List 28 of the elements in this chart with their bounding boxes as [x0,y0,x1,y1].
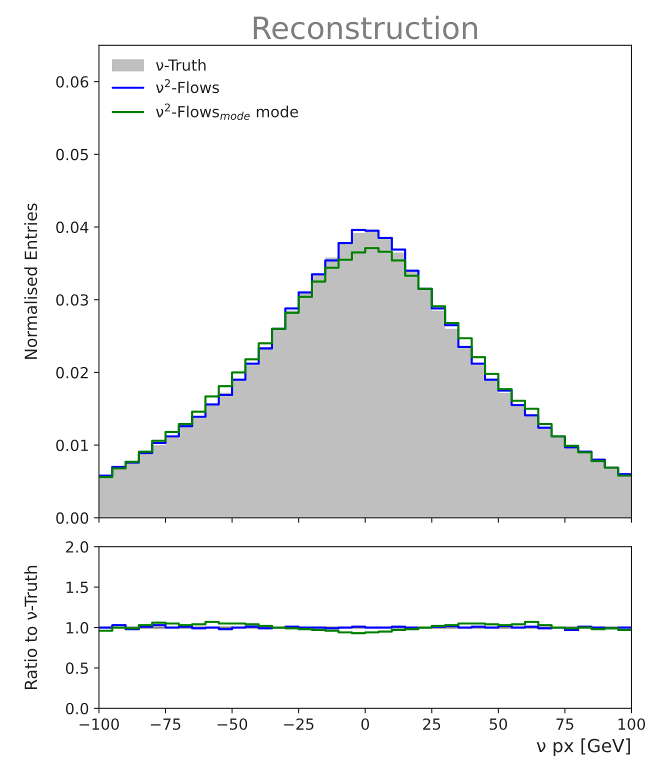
y-axis-title: Normalised Entries [24,203,38,359]
x-tick-label: 50 [490,718,508,730]
x-axis-title: ν px [GeV] [536,738,630,756]
y-tick-label: 0.04 [56,221,88,234]
x-tick-label: −100 [80,718,119,730]
y-tick-label: 0.5 [66,662,88,674]
y-tick-label: 0.01 [56,440,88,452]
y-tick-label: 0.06 [56,76,88,88]
y-axis-title: Ratio to ν-Truth [24,566,38,689]
legend-label: ν$^{2}$-Flows$_{mode}$ mode [156,103,298,120]
chart-title: Reconstruction [254,16,477,40]
y-tick-label: 0.02 [56,366,88,378]
x-tick-label: −75 [151,718,180,730]
y-tick-label: 2.0 [66,541,88,553]
x-tick-label: −25 [284,718,314,730]
y-tick-label: 0.00 [56,512,88,524]
x-tick-label: 25 [423,718,440,730]
y-tick-label: 0.03 [56,294,88,306]
y-tick-label: 0.0 [66,702,88,714]
legend-label: ν$^{2}$-Flows [156,79,219,94]
x-tick-label: 75 [556,718,574,730]
x-tick-label: −50 [218,718,248,730]
x-tick-label: 0 [361,718,370,730]
x-tick-label: 100 [618,718,646,730]
y-tick-label: 1.5 [66,582,88,594]
legend-label: ν-Truth [156,59,206,71]
y-tick-label: 1.0 [66,622,88,634]
y-tick-label: 0.05 [56,148,88,160]
